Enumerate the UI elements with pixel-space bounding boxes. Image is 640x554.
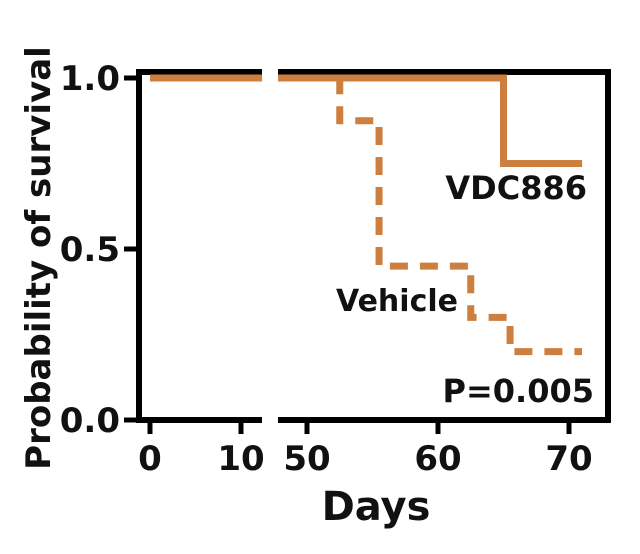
x-tick-label: 70 — [545, 439, 592, 479]
x-tick-label: 10 — [217, 439, 264, 479]
x-axis-title: Days — [322, 484, 431, 530]
y-tick-label: 1.0 — [60, 59, 120, 99]
y-tick-label: 0.0 — [60, 401, 120, 441]
vehicle-label: Vehicle — [336, 284, 458, 319]
x-tick-label: 0 — [138, 439, 162, 479]
vdc886-label: VDC886 — [445, 169, 587, 207]
y-tick-label: 0.5 — [60, 230, 120, 270]
p-value-label: P=0.005 — [443, 372, 594, 410]
series-vehicle-curve — [150, 74, 583, 356]
x-tick-label: 60 — [414, 439, 461, 479]
y-axis-title: Probability of survival — [19, 46, 59, 470]
x-tick-label: 50 — [283, 439, 330, 479]
